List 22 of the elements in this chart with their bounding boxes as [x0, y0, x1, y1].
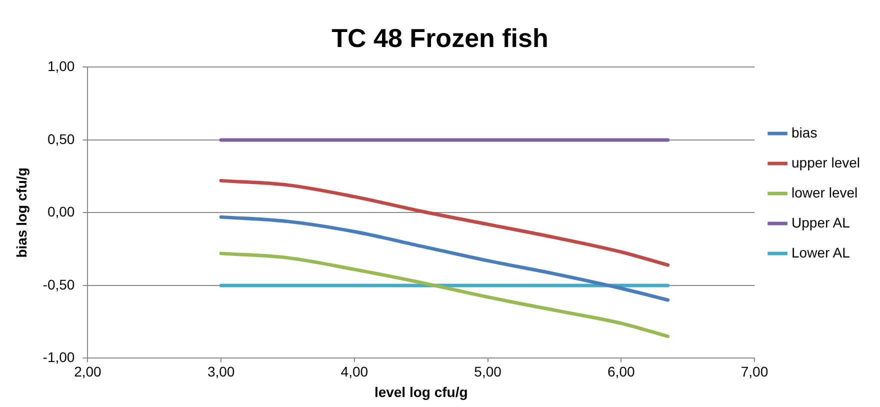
y-axis-title: bias log cfu/g	[13, 168, 30, 258]
legend-label: Upper AL	[792, 214, 850, 230]
legend-label: upper level	[792, 154, 860, 170]
chart-title: TC 48 Frozen fish	[332, 22, 548, 53]
legend-label: lower level	[792, 184, 858, 200]
y-tick-label: 0,00	[47, 204, 75, 220]
x-tick-label: 4,00	[340, 363, 368, 380]
y-tick-label: -0,50	[42, 276, 75, 292]
x-tick-label: 2,00	[74, 363, 102, 380]
x-tick-label: 3,00	[207, 363, 235, 380]
line-series	[219, 252, 670, 338]
y-tick-label: -1,00	[42, 349, 75, 366]
x-axis-title: level log cfu/g	[374, 384, 468, 400]
line-series	[219, 215, 670, 302]
x-tick-label: 6,00	[608, 363, 635, 380]
y-tick-label: 1,00	[47, 58, 75, 74]
legend-label: bias	[792, 124, 818, 140]
y-tick-label: 0,50	[47, 130, 75, 147]
x-tick-label: 7,00	[740, 363, 768, 380]
line-series	[219, 178, 670, 267]
legend-label: Lower AL	[792, 244, 850, 260]
x-tick-label: 5,00	[474, 363, 502, 380]
